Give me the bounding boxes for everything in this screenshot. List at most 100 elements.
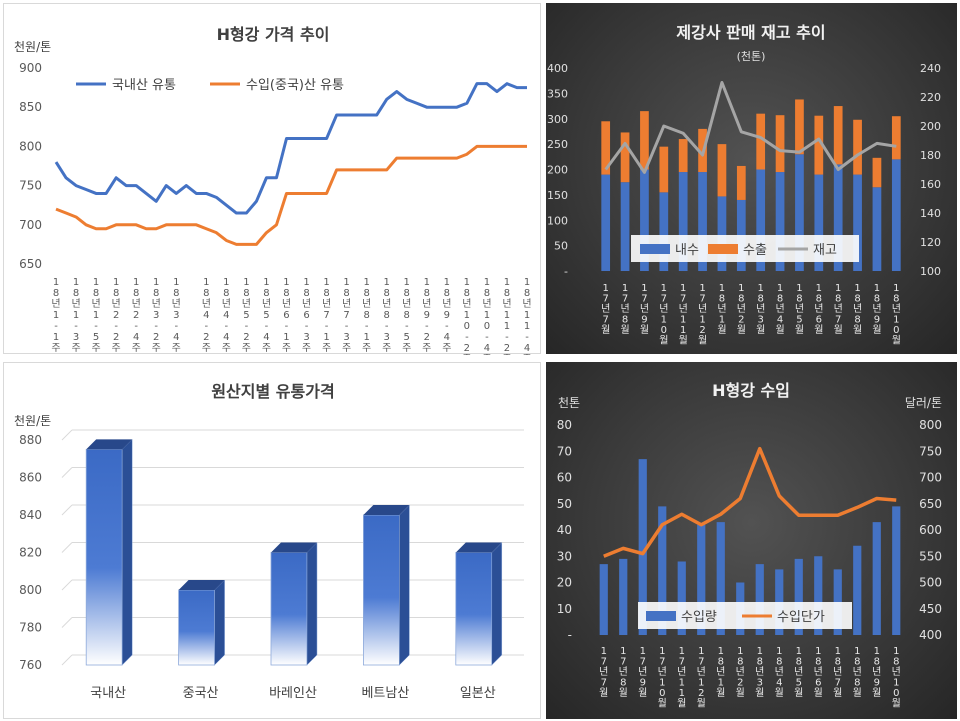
bar-import-volume	[853, 545, 862, 635]
bar-top	[178, 580, 225, 590]
bar-domestic	[601, 174, 611, 271]
x-tick-label: 1 8 년 4 -4 주	[222, 277, 231, 354]
y2-axis-label: 달러/톤	[905, 396, 942, 410]
bar-front	[178, 589, 216, 666]
y2-tick-label: 700	[919, 471, 942, 485]
series-line-1	[54, 82, 527, 215]
sales-inventory-chart: 제강사 판매 재고 추이 (천톤) - 50 100 150 200 250 300 350 4…	[547, 23, 941, 347]
y-tick-label: 30	[557, 549, 572, 563]
bar-domestic	[795, 154, 804, 271]
bar-export	[601, 121, 611, 175]
series-line-import-price	[603, 446, 897, 558]
bar-import-volume	[794, 558, 803, 635]
bar-domestic	[833, 164, 843, 271]
series-line-inventory	[604, 81, 897, 174]
bar-front	[85, 448, 123, 666]
bar-domestic	[775, 172, 785, 271]
y-tick-label: -	[568, 628, 572, 642]
h-beam-import-panel: H형강 수입 천톤 달러/톤 - 10 20 30 40 50 60 70 80 400 450 50…	[546, 362, 957, 719]
y-tick-label: 750	[19, 179, 42, 193]
legend-label: 수입량	[681, 610, 717, 625]
legend-label: 수입단가	[777, 610, 825, 625]
x-tick-label: 1 8 년 7 -3 주	[342, 277, 351, 354]
bar-export	[775, 115, 785, 173]
y-tick-label: 40	[557, 523, 572, 537]
bar-export	[620, 132, 630, 183]
y-tick-label: 650	[19, 257, 42, 271]
x-tick-label: 중국산	[183, 686, 219, 701]
x-tick-label: 일본산	[460, 686, 496, 701]
bar-import-volume	[638, 459, 647, 635]
y2-tick-label: 500	[919, 576, 942, 590]
bar-import-volume	[755, 564, 764, 635]
bar-front	[455, 552, 493, 666]
bar-domestic	[620, 182, 630, 271]
y2-tick-label: 220	[920, 91, 941, 104]
bar-domestic	[853, 174, 862, 271]
x-tick-label: 1 8 년 4 -2 주	[202, 277, 211, 354]
legend-swatch	[640, 244, 670, 254]
grid-line	[61, 467, 73, 478]
y2-tick-label: 100	[920, 265, 941, 278]
bar-side	[121, 438, 133, 666]
y2-tick-label: 550	[919, 549, 942, 563]
series-line-2	[55, 144, 527, 246]
y-tick-label: 50	[557, 497, 572, 511]
x-tick-label: 국내산	[90, 686, 126, 701]
legend-swatch	[646, 611, 676, 621]
h-beam-price-chart: H형강 가격 추이 천원/톤 650 700 750 800 850 900 1 8 년 1 -1 주…	[14, 25, 532, 355]
y-tick-label: 400	[547, 62, 568, 75]
x-tick-label: 1 8 년 8 -3 주	[382, 277, 391, 354]
y-tick-label: 900	[19, 61, 42, 75]
y2-tick-label: 140	[920, 207, 941, 220]
y-tick-label: 820	[19, 546, 42, 560]
x-tick-label: 1 8 년 1 -1 주	[51, 277, 60, 354]
y-tick-label: 840	[19, 508, 42, 522]
y-tick-label: 880	[19, 433, 42, 447]
origin-price-panel: 원산지별 유통가격 천원/톤 760 780 800 820 840 860 880 국내산 중…	[3, 362, 541, 719]
y-tick-label: 800	[19, 139, 42, 153]
bar-export	[833, 106, 843, 165]
bar-import-volume	[697, 524, 706, 635]
bar-import-volume	[658, 506, 667, 635]
bar-domestic	[756, 169, 766, 271]
y-tick-label: 200	[547, 164, 568, 177]
y2-tick-label: 750	[919, 444, 942, 458]
y-axis-label: 천톤	[558, 395, 580, 410]
y-tick-label: 100	[547, 214, 568, 227]
y2-tick-label: 650	[919, 497, 942, 511]
y-tick-label: 760	[19, 658, 42, 672]
y2-tick-label: 200	[920, 120, 941, 133]
bar-domestic	[891, 159, 901, 271]
y-tick-label: 20	[557, 576, 572, 590]
grid-line	[61, 654, 73, 666]
y-tick-label: 780	[19, 621, 42, 635]
h-beam-import-chart: H형강 수입 천톤 달러/톤 - 10 20 30 40 50 60 70 80 400 450 50…	[557, 381, 942, 710]
y-tick-label: 10	[557, 602, 572, 616]
y2-tick-label: 180	[920, 149, 941, 162]
bar-domestic	[698, 172, 707, 271]
bar-import-volume	[814, 556, 823, 635]
bar-domestic	[872, 187, 882, 271]
legend-label: 수입(중국)산 유통	[246, 78, 344, 93]
chart-title: 제강사 판매 재고 추이	[676, 23, 825, 42]
